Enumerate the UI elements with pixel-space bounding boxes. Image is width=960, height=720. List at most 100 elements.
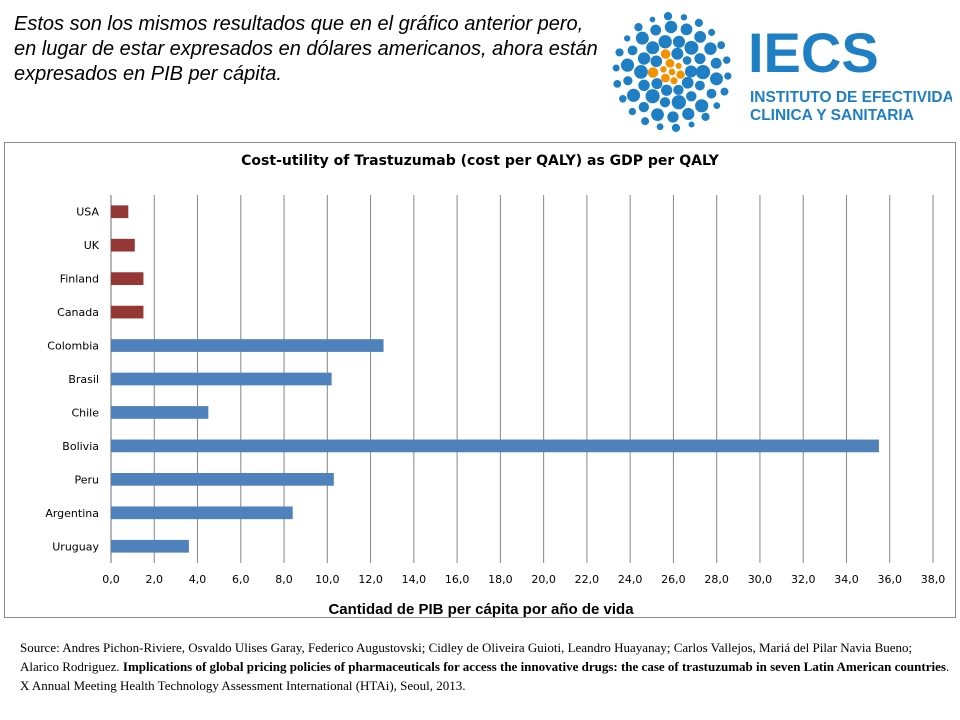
iecs-logo: IECS INSTITUTO DE EFECTIVIDAD CLINICA Y …: [612, 10, 960, 140]
logo-dot: [694, 18, 703, 27]
logo-dot: [638, 79, 650, 92]
logo-dot: [650, 24, 662, 36]
logo-dot: [649, 16, 656, 23]
logo-dot: [623, 76, 633, 86]
x-tick-label: 16,0: [445, 573, 470, 586]
x-tick-label: 18,0: [488, 573, 513, 586]
logo-dot: [686, 91, 697, 102]
logo-dot: [612, 64, 620, 72]
y-category-label: Brasil: [68, 373, 99, 386]
y-category-label: Bolivia: [62, 440, 99, 453]
logo-dot: [676, 70, 685, 79]
logo-dot: [688, 121, 695, 128]
chart-title: Cost-utility of Trastuzumab (cost per QA…: [241, 153, 720, 169]
bar-canada: [111, 305, 144, 319]
logo-dot: [651, 78, 663, 90]
logo-dot: [663, 11, 673, 21]
x-tick-label: 34,0: [834, 573, 859, 586]
logo-dot: [708, 28, 716, 36]
logo-line1: INSTITUTO DE EFECTIVIDAD: [750, 89, 952, 106]
logo-dot: [613, 79, 622, 88]
logo-dot: [658, 35, 672, 49]
x-tick-label: 2,0: [146, 573, 164, 586]
logo-dot: [695, 64, 711, 80]
x-tick-label: 28,0: [704, 573, 729, 586]
y-category-label: UK: [84, 239, 100, 252]
x-tick-label: 12,0: [358, 573, 383, 586]
logo-dot: [660, 49, 671, 59]
logo-dot: [667, 111, 679, 123]
logo-dot: [701, 112, 710, 121]
logo-dot: [661, 73, 670, 83]
source-venue: . X Annual Meeting Health Technology Ass…: [20, 659, 950, 693]
x-tick-label: 38,0: [921, 573, 946, 586]
logo-dot: [635, 31, 649, 45]
logo-dot: [684, 40, 699, 55]
y-category-label: Argentina: [45, 507, 99, 520]
logo-dot: [720, 87, 729, 96]
x-tick-label: 0,0: [102, 573, 120, 586]
logo-dot: [624, 35, 631, 42]
logo-name: IECS: [748, 21, 879, 84]
logo-line2: CLINICA Y SANITARIA: [750, 107, 914, 124]
logo-dot: [671, 123, 681, 132]
logo-dot: [651, 108, 664, 121]
logo-dot: [694, 80, 705, 91]
bar-bolivia: [111, 439, 879, 453]
logo-dot: [626, 88, 641, 102]
y-category-label: Finland: [60, 273, 99, 286]
bar-finland: [111, 272, 144, 285]
x-tick-label: 6,0: [232, 573, 250, 586]
logo-dot: [615, 48, 624, 57]
logo-dot: [645, 89, 660, 104]
chart-svg: Cost-utility of Trastuzumab (cost per QA…: [45, 153, 946, 586]
x-tick-label: 32,0: [791, 573, 816, 586]
logo-dot: [682, 107, 695, 121]
logo-dot: [650, 55, 663, 68]
source-citation: Source: Andres Pichon-Riviere, Osvaldo U…: [20, 638, 950, 695]
logo-dot: [647, 67, 659, 78]
logo-dot: [668, 68, 676, 76]
logo-dot: [634, 65, 648, 79]
x-tick-label: 8,0: [275, 573, 293, 586]
logo-dot: [682, 56, 692, 65]
logo-dot: [695, 99, 709, 113]
bar-uruguay: [111, 539, 189, 553]
logo-dot: [680, 14, 688, 21]
bar-argentina: [111, 506, 293, 520]
logo-dot: [665, 58, 675, 68]
logo-dot: [627, 45, 638, 56]
y-category-label: USA: [76, 206, 99, 219]
chart-frame: Cost-utility of Trastuzumab (cost per QA…: [4, 142, 956, 618]
source-authors: Source: Andres Pichon-Riviere, Osvaldo U…: [20, 640, 913, 674]
y-category-label: Uruguay: [52, 540, 99, 553]
x-tick-label: 26,0: [661, 573, 686, 586]
logo-dot: [672, 35, 686, 48]
x-tick-label: 24,0: [618, 573, 643, 586]
logo-dot: [680, 23, 693, 36]
bar-usa: [111, 205, 129, 219]
y-category-label: Peru: [74, 473, 99, 486]
logo-dot: [706, 88, 717, 99]
logo-dot: [670, 77, 678, 85]
logo-dot: [671, 47, 684, 60]
x-tick-label: 14,0: [402, 573, 427, 586]
x-tick-label: 4,0: [189, 573, 207, 586]
x-tick-label: 10,0: [315, 573, 340, 586]
logo-dot: [659, 97, 671, 108]
y-category-label: Canada: [57, 306, 99, 319]
logo-dot: [717, 41, 726, 50]
logo-dot: [646, 41, 660, 55]
logo-dot: [681, 76, 694, 89]
logo-dot: [656, 123, 664, 131]
logo-dot: [673, 84, 684, 96]
y-category-label: Chile: [71, 406, 99, 419]
y-category-label: Colombia: [47, 340, 99, 353]
bar-chile: [111, 406, 209, 419]
x-tick-label: 36,0: [877, 573, 902, 586]
x-tick-label: 20,0: [531, 573, 556, 586]
bar-peru: [111, 473, 334, 486]
intro-text: Estos son los mismos resultados que en e…: [14, 13, 598, 85]
x-tick-label: 30,0: [748, 573, 773, 586]
logo-dot: [724, 72, 732, 80]
